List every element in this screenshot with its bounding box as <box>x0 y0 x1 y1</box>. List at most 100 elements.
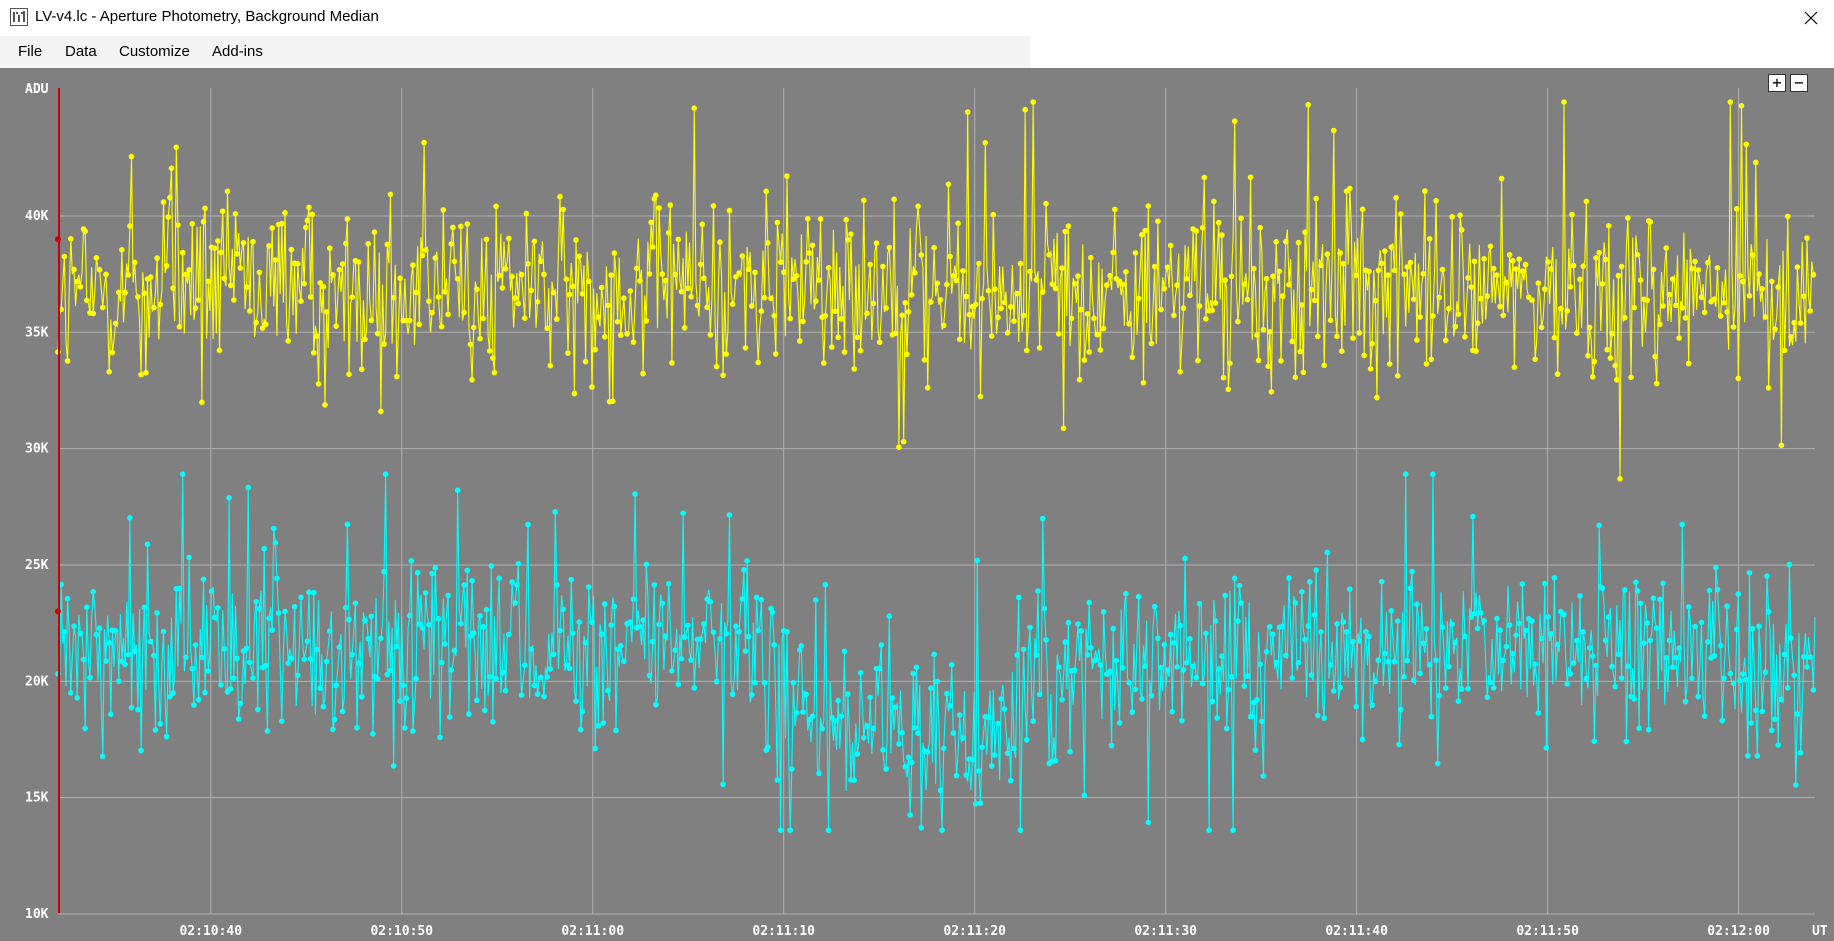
menu-data[interactable]: Data <box>65 43 97 60</box>
data-point <box>1321 362 1327 369</box>
data-point <box>669 668 675 674</box>
zoom-out-button[interactable]: − <box>1790 74 1808 92</box>
x-tick-label: 02:10:50 <box>370 924 433 939</box>
data-point <box>870 725 877 732</box>
data-point <box>1804 664 1810 670</box>
data-point <box>1033 277 1040 283</box>
data-point <box>624 331 630 337</box>
light-curve-chart[interactable]: 10K 15K 20K 25K 30K 35K 40K 02:10:40 02:10:50 02:… <box>0 68 1834 941</box>
data-point <box>787 315 793 322</box>
data-point <box>1075 273 1081 279</box>
data-point <box>1315 712 1321 719</box>
data-point <box>630 339 637 345</box>
data-point <box>1660 303 1666 309</box>
data-point <box>1548 631 1554 637</box>
data-point <box>128 153 135 160</box>
data-point <box>496 272 503 279</box>
data-point <box>234 655 240 662</box>
data-point <box>1698 294 1705 301</box>
data-point <box>1434 760 1441 767</box>
data-point <box>1698 619 1705 626</box>
data-point <box>1307 579 1313 585</box>
data-point <box>189 221 196 227</box>
series-2 <box>55 471 1817 833</box>
data-point <box>1775 742 1781 748</box>
data-point <box>659 271 666 277</box>
data-point <box>474 286 480 293</box>
data-point <box>816 770 822 777</box>
data-point <box>1112 206 1118 213</box>
data-point <box>1442 337 1449 344</box>
menu-file[interactable]: File <box>18 43 43 60</box>
data-point <box>1254 697 1260 703</box>
data-point <box>1748 720 1754 726</box>
data-point <box>1484 293 1491 299</box>
data-point <box>1174 282 1180 288</box>
data-point <box>1455 311 1462 317</box>
data-point <box>154 610 160 616</box>
data-point <box>1008 304 1014 310</box>
data-point <box>688 657 694 663</box>
data-point <box>781 269 787 275</box>
data-point <box>1487 679 1494 686</box>
data-point <box>1778 696 1785 703</box>
data-point <box>900 438 907 445</box>
data-point <box>691 685 698 691</box>
data-point <box>928 299 934 305</box>
data-point <box>749 692 755 698</box>
data-point <box>918 825 925 831</box>
data-point <box>183 654 189 661</box>
y-tick-label: 20K <box>25 674 49 689</box>
data-point <box>1532 661 1538 667</box>
data-point <box>665 230 672 236</box>
data-point <box>1129 354 1136 361</box>
data-point <box>1478 295 1484 302</box>
data-point <box>1490 685 1497 691</box>
close-button[interactable] <box>1788 0 1834 36</box>
data-point <box>1481 617 1487 624</box>
data-point <box>1516 256 1522 262</box>
data-point <box>1417 670 1423 677</box>
data-point <box>1510 650 1516 657</box>
data-point <box>331 716 338 723</box>
data-point <box>1132 250 1139 256</box>
data-point <box>371 229 378 235</box>
data-point <box>259 325 266 331</box>
data-point <box>234 251 240 257</box>
data-point <box>681 325 688 331</box>
data-point <box>950 730 957 736</box>
data-point <box>982 140 989 146</box>
data-point <box>1602 256 1609 263</box>
data-point <box>586 584 592 590</box>
data-point <box>1711 296 1718 302</box>
data-point <box>1794 264 1801 270</box>
data-point <box>304 638 311 644</box>
data-point <box>1730 680 1737 687</box>
data-point <box>1084 652 1091 658</box>
zoom-in-button[interactable]: + <box>1768 74 1786 92</box>
data-point <box>1059 265 1065 271</box>
menu-customize[interactable]: Customize <box>119 43 190 60</box>
data-point <box>1257 661 1263 668</box>
data-point <box>1577 593 1583 599</box>
menu-add-ins[interactable]: Add-ins <box>212 43 263 60</box>
data-point <box>1417 314 1423 320</box>
data-point <box>1179 717 1185 724</box>
data-point <box>250 675 256 681</box>
data-point <box>541 271 547 278</box>
data-point <box>506 631 512 638</box>
data-point <box>934 280 941 287</box>
data-point <box>1590 374 1596 380</box>
data-point <box>119 247 125 253</box>
data-point <box>819 726 825 732</box>
data-point <box>1609 663 1615 670</box>
data-point <box>784 628 790 635</box>
data-point <box>71 623 77 629</box>
plot-area[interactable]: 10K 15K 20K 25K 30K 35K 40K 02:10:40 02:10:50 02:… <box>0 68 1834 941</box>
data-point <box>1791 319 1797 326</box>
data-point <box>1583 198 1590 205</box>
data-point <box>1634 251 1641 258</box>
data-point <box>1481 256 1487 262</box>
data-point <box>1401 674 1407 680</box>
data-point <box>1011 318 1017 324</box>
